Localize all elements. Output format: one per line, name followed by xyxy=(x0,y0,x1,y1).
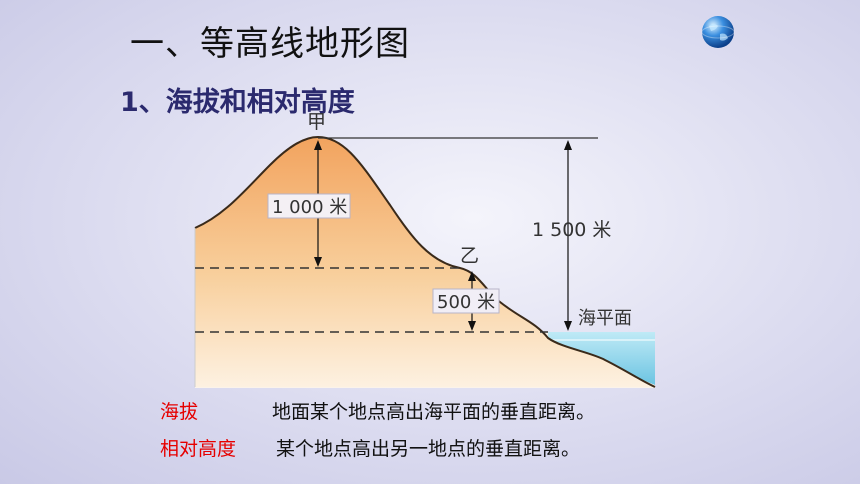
mid-label: 乙 xyxy=(460,245,479,267)
altitude-arrow xyxy=(564,140,572,331)
definition-altitude: 海拔 地面某个地点高出海平面的垂直距离。 xyxy=(160,397,595,424)
definition-relative-height-text: 某个地点高出另一地点的垂直距离。 xyxy=(276,438,581,460)
peak-label: 甲 xyxy=(307,111,326,133)
definition-relative-height: 相对高度 某个地点高出另一地点的垂直距离。 xyxy=(160,434,580,461)
slide-title: 一、等高线地形图 xyxy=(130,24,410,64)
section-subtitle: 1、海拔和相对高度 xyxy=(120,87,355,118)
definition-altitude-text: 地面某个地点高出海平面的垂直距离。 xyxy=(272,401,596,423)
globe-icon xyxy=(701,16,735,48)
altitude-label: 1 500 米 xyxy=(532,219,611,241)
term-altitude: 海拔 xyxy=(160,401,199,423)
mid-height-label: 500 米 xyxy=(437,292,495,313)
sea-level-label: 海平面 xyxy=(578,308,632,329)
relative-height-label: 1 000 米 xyxy=(272,197,347,218)
term-relative-height: 相对高度 xyxy=(160,438,237,460)
